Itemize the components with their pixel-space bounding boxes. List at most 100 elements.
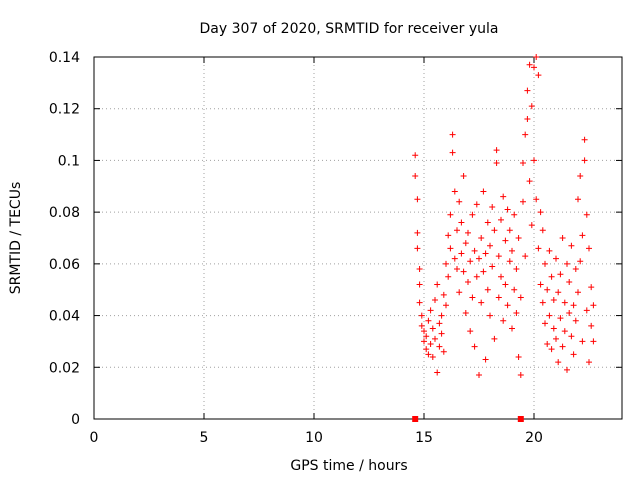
data-point [425,317,432,324]
data-point [546,247,553,254]
data-point [456,289,463,296]
data-point [480,268,487,275]
data-point [498,273,504,280]
data-point [579,232,586,239]
data-point [443,260,449,267]
data-point [416,299,423,306]
data-point [458,250,465,257]
data-point [586,359,592,366]
axis-ticks: 0 5 10 15 20 0 0.02 0.04 0.06 0.08 0.1 0.12 0.14 [49,50,622,446]
data-point [476,372,482,379]
data-point [471,247,478,254]
data-point [502,237,509,244]
data-point [570,351,577,358]
y-axis-label: SRMTID / TECUs [8,182,24,295]
data-point [517,294,524,301]
data-point [557,315,564,322]
data-point [447,211,454,218]
data-point [535,245,542,252]
x-tick-label: 10 [305,430,323,446]
data-point [445,273,452,280]
data-point [581,136,588,143]
data-point [572,266,579,273]
data-point [467,258,474,265]
data-point [473,201,480,208]
data-point [533,54,540,60]
data-point [502,281,509,288]
data-point [509,325,515,332]
data-point [542,260,548,267]
data-point [456,198,463,205]
data-point [522,253,529,260]
data-point [509,247,515,254]
data-point [469,211,476,218]
data-point [434,369,441,376]
y-tick-label: 0 [71,412,80,428]
data-point [546,312,553,319]
data-point [555,289,562,296]
data-point [447,245,454,252]
data-point [531,64,537,71]
data-point [520,198,526,205]
data-point [432,297,438,304]
data-point [432,335,438,342]
data-point [539,299,546,306]
data-point [412,172,419,179]
data-point [495,253,502,260]
plot-frame [93,56,623,420]
y-tick-label: 0.12 [49,102,80,118]
data-point [438,330,445,337]
data-point [564,260,570,267]
data-point [478,299,485,306]
data-point [524,116,531,123]
data-point [583,307,590,314]
data-point [559,235,566,241]
data-point [416,281,423,288]
data-point [588,284,595,291]
data-point [440,291,447,298]
data-point [568,242,575,249]
data-point [414,229,421,236]
data-point [575,196,581,203]
data-point [506,258,513,265]
data-point [451,255,458,262]
data-point [568,333,575,340]
data-point [454,227,460,234]
data-point [440,348,447,355]
data-point [427,307,434,314]
data-point [489,263,496,270]
data-point [513,266,520,273]
data-point [449,149,456,156]
data-point [436,343,443,350]
data-point [482,356,489,363]
y-tick-label: 0.02 [49,360,80,376]
data-point [531,157,537,164]
data-point [520,160,526,167]
data-point [511,211,518,218]
data-point [469,294,476,301]
data-point [414,196,421,203]
data-point [539,227,546,234]
data-point [550,297,557,304]
data-point [458,219,465,226]
data-points [412,54,597,422]
data-point [423,346,430,353]
data-point [533,196,540,203]
data-point [561,328,568,335]
data-point [491,335,498,342]
data-point [418,312,425,319]
data-point [421,338,427,345]
data-point [487,242,493,249]
data-point [555,359,562,366]
data-point [586,245,592,252]
data-point [517,372,524,379]
data-point [460,268,467,275]
data-point [498,216,504,223]
data-point [436,320,443,327]
data-point [566,278,573,285]
data-point [462,240,469,247]
zero-marker [517,416,524,422]
data-point [544,286,551,293]
data-point [522,131,529,138]
data-point [423,333,430,340]
